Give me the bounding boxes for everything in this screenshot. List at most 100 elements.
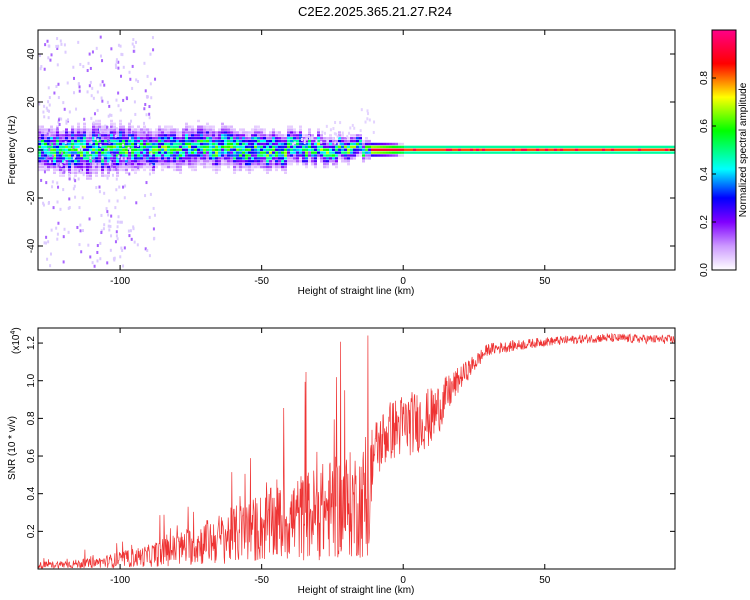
heatmap-cell [254, 162, 257, 166]
heatmap-cell [185, 128, 188, 131]
heatmap-cell [50, 139, 53, 143]
heatmap-cell [179, 165, 182, 169]
heatmap-cell [149, 137, 152, 140]
heatmap-cell [485, 145, 488, 149]
heatmap-cell [584, 145, 587, 149]
heatmap-cell [605, 151, 608, 154]
heatmap-cell [626, 145, 629, 149]
heatmap-cell [131, 160, 134, 163]
heatmap-cell [581, 148, 584, 151]
heatmap-cell [215, 134, 218, 137]
colorbar-gradient [711, 29, 737, 271]
heatmap-cell [266, 171, 269, 174]
heatmap-cell [89, 148, 92, 151]
heatmap-cell [120, 220, 123, 224]
heatmap-cell [524, 145, 527, 149]
heatmap-cell [332, 139, 335, 143]
heatmap-cell [114, 134, 117, 138]
heatmap-cell [56, 137, 59, 140]
heatmap-cell [614, 151, 617, 154]
heatmap-cell [233, 151, 236, 154]
heatmap-cell [443, 151, 446, 154]
heatmap-cell [200, 128, 203, 131]
heatmap-cell [275, 131, 278, 134]
heatmap-cell [104, 154, 107, 157]
heatmap-cell [311, 157, 314, 160]
heatmap-cell [290, 139, 293, 143]
heatmap-cell [272, 145, 275, 149]
heatmap-cell [119, 148, 122, 151]
heatmap-cell [170, 157, 173, 160]
heatmap-cell [482, 148, 485, 151]
heatmap-cell [90, 116, 93, 120]
heatmap-cell [65, 168, 68, 172]
heatmap-cell [281, 151, 284, 154]
heatmap-cell [60, 152, 63, 156]
heatmap-cell [236, 151, 239, 154]
heatmap-cell [221, 128, 224, 131]
heatmap-cell [476, 151, 479, 154]
heatmap-cell [148, 172, 151, 176]
heatmap-cell [164, 134, 167, 137]
heatmap-cell [221, 139, 224, 143]
heatmap-cell [152, 160, 155, 163]
heatmap-cell [131, 145, 134, 149]
heatmap-cell [323, 154, 326, 157]
heatmap-cell [50, 148, 53, 151]
heatmap-cell [93, 264, 96, 268]
heatmap-cell [332, 127, 335, 131]
heatmap-cell [182, 134, 185, 137]
heatmap-cell [173, 142, 176, 146]
heatmap-cell [80, 171, 83, 174]
heatmap-cell [188, 137, 191, 140]
heatmap-cell [257, 128, 260, 131]
heatmap-cell [215, 145, 218, 149]
heatmap-cell [125, 165, 128, 169]
heatmap-cell [71, 154, 74, 157]
heatmap-cell [154, 77, 157, 81]
heatmap-cell [209, 139, 212, 143]
heatmap-cell [170, 165, 173, 169]
heatmap-cell [83, 142, 86, 146]
heatmap-cell [251, 160, 254, 163]
heatmap-cell [254, 131, 257, 134]
heatmap-cell [287, 154, 290, 157]
heatmap-cell [227, 125, 230, 128]
heatmap-cell [296, 162, 299, 166]
heatmap-cell [149, 192, 152, 196]
heatmap-cell [275, 137, 278, 140]
heatmap-cell [53, 162, 56, 166]
heatmap-cell [278, 162, 281, 166]
heatmap-cell [155, 128, 158, 131]
heatmap-cell [260, 142, 263, 146]
heatmap-cell [275, 157, 278, 160]
heatmap-cell [100, 213, 103, 217]
heatmap-cell [209, 137, 212, 140]
heatmap-cell [569, 151, 572, 154]
heatmap-cell [86, 177, 89, 180]
heatmap-cell [140, 142, 143, 146]
heatmap-cell [263, 134, 266, 137]
heatmap-cell [242, 162, 245, 166]
heatmap-cell [422, 148, 425, 151]
heatmap-cell [635, 148, 638, 151]
heatmap-cell [380, 151, 383, 154]
heatmap-cell [638, 151, 641, 154]
heatmap-cell [590, 145, 593, 149]
heatmap-cell [296, 139, 299, 143]
heatmap-cell [239, 160, 242, 163]
heatmap-cell [77, 134, 80, 137]
heatmap-cell [260, 151, 263, 154]
heatmap-cell [74, 151, 77, 154]
heatmap-cell [62, 154, 65, 157]
heatmap-cell [134, 165, 137, 169]
heatmap-cell [79, 223, 82, 227]
heatmap-cell [458, 145, 461, 149]
heatmap-cell [98, 185, 101, 189]
heatmap-cell [101, 99, 104, 103]
heatmap-cell [443, 145, 446, 149]
heatmap-cell [38, 128, 41, 131]
heatmap-cell [392, 151, 395, 154]
heatmap-cell [44, 148, 47, 151]
heatmap-cell [91, 86, 94, 90]
